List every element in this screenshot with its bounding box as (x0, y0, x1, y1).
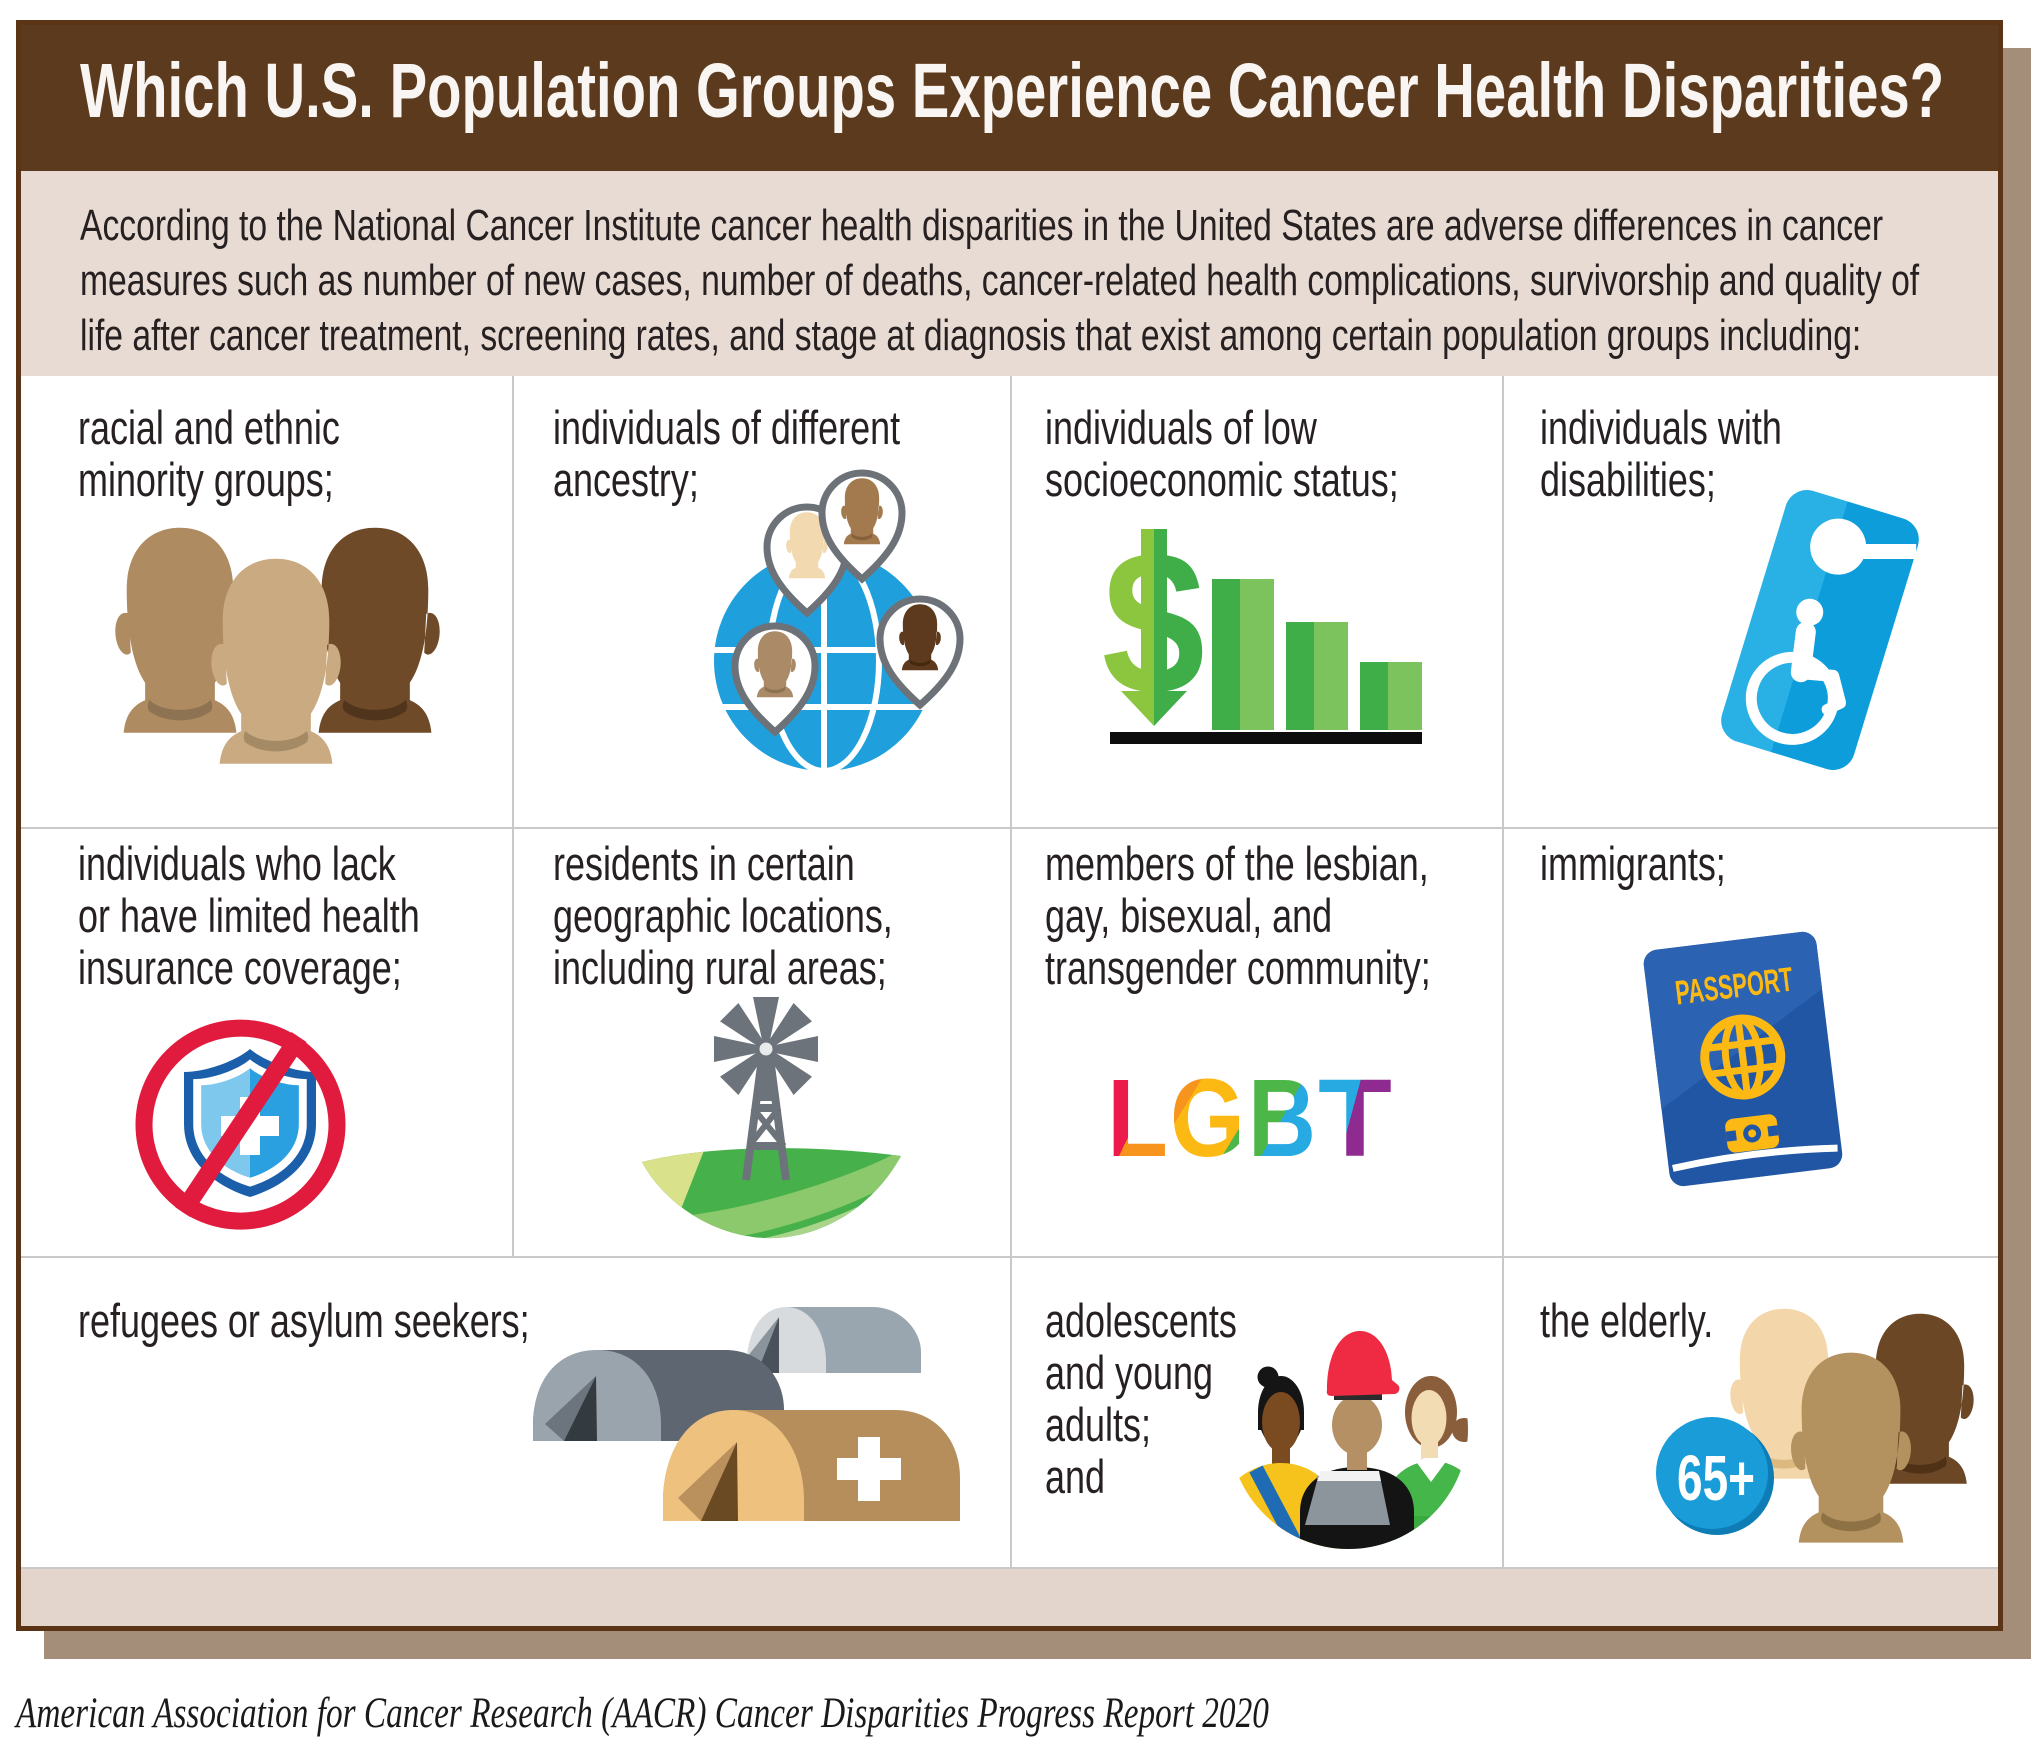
svg-text:65+: 65+ (1677, 1442, 1755, 1514)
svg-text:L: L (1107, 1057, 1168, 1180)
svg-text:G: G (1170, 1057, 1245, 1180)
svg-text:B: B (1248, 1057, 1316, 1180)
svg-text:T: T (1318, 1057, 1392, 1180)
